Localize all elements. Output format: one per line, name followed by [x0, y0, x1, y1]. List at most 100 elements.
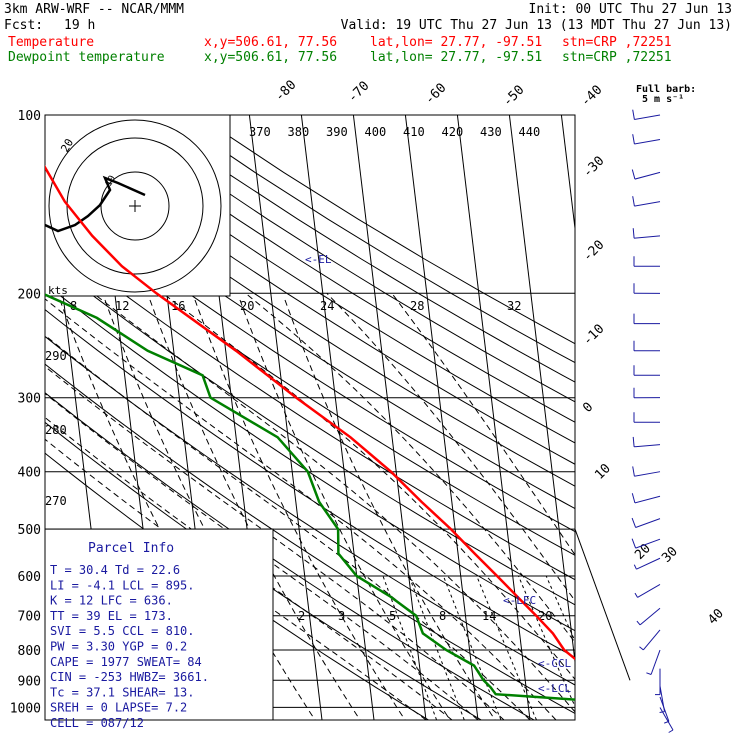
dry-adiabat-line	[45, 233, 575, 581]
mixing-ratio-line	[408, 575, 465, 720]
hodograph: 20 10 kts	[44, 114, 231, 297]
theta-label: 430	[480, 125, 502, 139]
parcel-info-row: SVI = 5.5 CCL = 810.	[50, 624, 195, 638]
isotherm-label: -80	[272, 78, 299, 105]
mixing-ratio-label: 5	[389, 609, 396, 623]
isotherm-line	[665, 115, 738, 720]
ccl-marker: <-CCL	[538, 657, 571, 670]
moist-adiabat-line	[92, 292, 575, 713]
wind-barb-staff	[642, 629, 661, 651]
isotherm-label: -70	[345, 79, 372, 106]
pressure-tick-label: 100	[18, 109, 41, 124]
lfc-marker: <-LFC	[503, 594, 536, 607]
temperature-profile	[45, 164, 575, 661]
mixing-ratio-label: 3	[338, 609, 345, 623]
isotherm-label: 40	[705, 606, 727, 628]
isotherm-line	[248, 115, 323, 720]
wind-barb-flag	[639, 646, 644, 651]
sounding-profiles	[45, 164, 575, 701]
wind-barb-staff	[659, 707, 674, 731]
pressure-tick-label: 300	[18, 392, 41, 407]
wind-barb-flag	[631, 493, 636, 504]
isotherm-line	[300, 115, 375, 720]
dry-adiabat-lines	[45, 115, 575, 720]
mixing-ratio-label: 2	[298, 609, 305, 623]
dry-adiabat-line	[45, 186, 575, 533]
wind-barb-staff	[659, 696, 670, 722]
theta-label: 380	[288, 125, 310, 139]
hodo-speed-label: 24	[320, 299, 334, 313]
wind-barb-staff	[634, 235, 661, 239]
hodograph-trace	[44, 175, 146, 233]
pressure-tick-label: 200	[18, 287, 41, 302]
hodo-speed-label: 16	[171, 299, 185, 313]
wind-barb-staff	[634, 201, 661, 207]
dewpoint-legend: Dewpoint temperature	[8, 50, 165, 65]
hodo-speed-label: 32	[507, 299, 521, 313]
dry-adiabat-line	[116, 115, 575, 403]
wind-barb-flag	[633, 564, 637, 570]
isotherm-line	[352, 115, 427, 720]
isotherm-line	[560, 115, 575, 233]
wind-barb-staff	[635, 518, 661, 528]
dry-adiabat-line	[45, 209, 575, 556]
wind-barb-flag	[632, 134, 635, 145]
isotherm-label: -40	[578, 83, 605, 110]
parcel-info-row: CAPE = 1977 SWEAT= 84	[50, 655, 202, 669]
speed-line	[239, 299, 451, 721]
pressure-tick-label: 800	[18, 644, 41, 659]
isotherm-label: -50	[500, 83, 527, 110]
wind-barb-flag	[632, 436, 635, 447]
mixing-ratio-line	[476, 575, 537, 720]
plot-frame	[44, 114, 631, 721]
parcel-info-frame	[44, 528, 274, 721]
level-markers: <-EL <-LFC <-CCL <-LCL	[305, 253, 571, 695]
pressure-tick-label: 900	[18, 674, 41, 689]
forecast-label: Fcst:	[4, 18, 44, 33]
wind-barb-flag	[632, 109, 635, 120]
hodograph-speed-lines	[59, 299, 496, 721]
parcel-info-box: Parcel Info T = 30.4 Td = 22.6LI = -4.1 L…	[44, 528, 274, 730]
temperature-latlon: lat,lon= 27.77, -97.51	[370, 35, 543, 50]
wind-barb-staff	[634, 171, 661, 180]
parcel-info-row: Tc = 37.1 SHEAR= 13.	[50, 685, 195, 699]
full-barb-units: 5 m s⁻¹	[642, 94, 685, 105]
wind-barb-staff	[636, 557, 661, 570]
theta-left-label: 270	[45, 494, 67, 508]
isotherm-label: -10	[580, 322, 607, 349]
wind-barb-flag	[632, 196, 635, 207]
wind-barb-staff	[634, 114, 661, 120]
wind-barb-flag	[636, 620, 641, 626]
dry-adiabat-line	[89, 115, 575, 423]
model-title: 3km ARW-WRF -- NCAR/MMM	[4, 2, 185, 17]
dry-adiabat-line	[45, 142, 575, 487]
wind-barb-flag	[646, 672, 652, 675]
dry-adiabat-line	[45, 283, 575, 632]
mixing-ratio-line	[518, 575, 575, 708]
isotherm-line	[404, 115, 479, 720]
moist-adiabat-line	[245, 292, 575, 644]
el-marker: <-EL	[305, 253, 332, 266]
isotherm-label: -60	[422, 81, 449, 108]
plot-frame-rect	[44, 114, 576, 721]
pressure-tick-label: 400	[18, 466, 41, 481]
moist-adiabat-line	[45, 438, 427, 720]
moist-adiabat-line	[45, 298, 557, 720]
wind-barb-staff	[635, 538, 661, 549]
wind-barb-flag	[631, 169, 636, 180]
dry-adiabat-line	[45, 335, 575, 686]
isotherm-line	[508, 115, 575, 666]
isotherm-label: -30	[580, 154, 607, 181]
wind-barb-flag	[668, 729, 674, 733]
wind-barb-flag	[632, 228, 635, 239]
wind-barb-staff	[634, 139, 661, 145]
isotherm-label: -20	[580, 238, 607, 265]
temperature-xy: x,y=506.61, 77.56	[204, 35, 338, 50]
dry-adiabat-line	[62, 115, 575, 444]
hodo-speed-label: 28	[410, 299, 424, 313]
wind-barb-flag	[631, 517, 637, 528]
speed-line	[194, 299, 406, 721]
pressure-tick-label: 500	[18, 523, 41, 538]
dry-adiabat-line	[45, 392, 535, 720]
